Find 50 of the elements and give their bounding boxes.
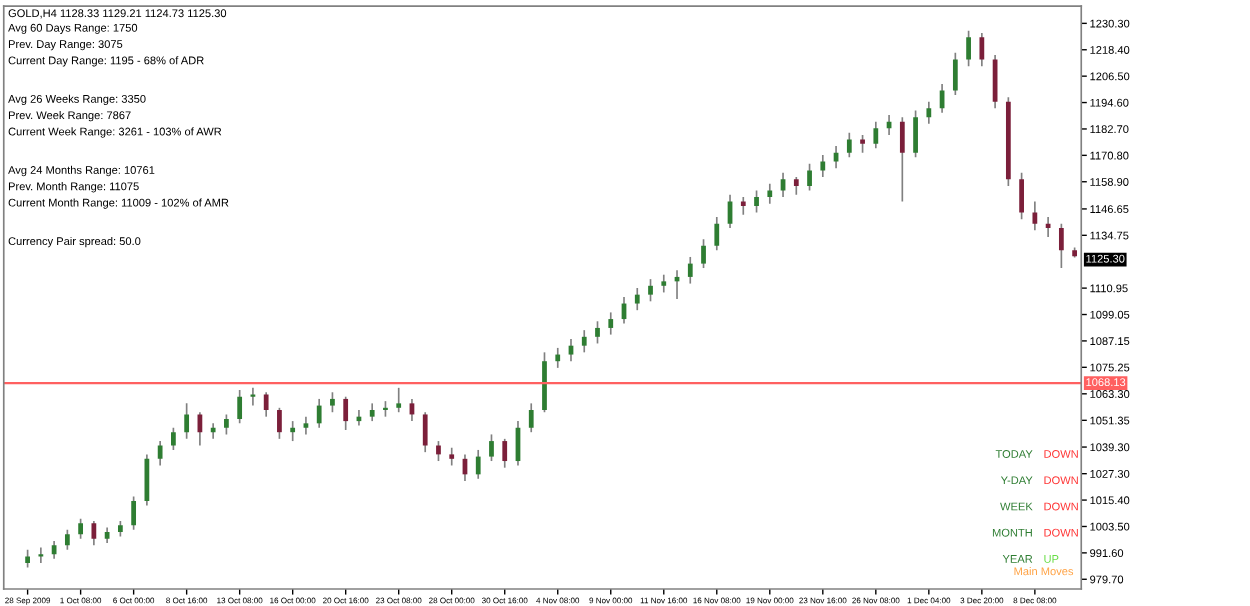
candlestick <box>807 162 812 192</box>
candlestick <box>714 216 720 252</box>
candlestick <box>648 278 653 303</box>
candlestick <box>926 100 932 125</box>
candlestick <box>210 422 216 440</box>
candlestick <box>1045 216 1051 238</box>
candlestick <box>634 287 640 312</box>
candlestick <box>131 495 137 531</box>
candlestick <box>277 406 282 440</box>
candlestick <box>966 29 971 68</box>
candlestick <box>343 395 349 431</box>
candlestick <box>873 120 879 150</box>
candlestick <box>767 182 773 205</box>
candlestick <box>1019 171 1024 221</box>
candlestick <box>224 413 229 436</box>
candlestick <box>38 546 44 564</box>
candlestick <box>687 256 693 285</box>
candlestick <box>489 433 494 462</box>
candlestick <box>157 440 163 467</box>
candlestick <box>330 391 335 414</box>
candlestick <box>263 391 269 418</box>
candlestick <box>528 402 534 434</box>
candlestick <box>1032 200 1038 232</box>
candlestick <box>250 386 256 407</box>
candlestick <box>952 52 958 96</box>
candlestick <box>396 386 402 414</box>
candlestick <box>754 189 759 214</box>
candlestick <box>595 320 600 345</box>
candlestick <box>979 32 985 68</box>
candlestick <box>237 389 243 425</box>
candlestick <box>78 517 84 540</box>
candlestick <box>502 438 508 469</box>
candlestick <box>581 329 587 354</box>
candlestick <box>846 131 852 158</box>
candlestick <box>913 109 918 158</box>
candlestick <box>1058 222 1064 269</box>
candlestick <box>555 347 561 369</box>
candlestick <box>64 528 70 551</box>
candlestick <box>91 520 97 547</box>
candlestick <box>475 449 481 480</box>
candlestick <box>436 440 441 462</box>
candlestick <box>422 411 428 453</box>
candlestick <box>184 402 190 440</box>
candlestick <box>316 398 322 429</box>
candlestick <box>899 116 905 203</box>
candlestick <box>171 426 176 451</box>
candlestick <box>701 238 706 269</box>
candlestick <box>290 420 296 442</box>
candlestick <box>820 154 826 178</box>
candlestick <box>608 311 614 336</box>
